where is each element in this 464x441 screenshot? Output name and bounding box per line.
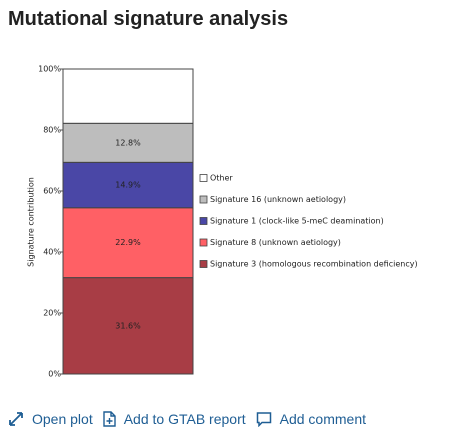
action-label: Open plot bbox=[32, 411, 93, 427]
action-bar: Open plot Add to GTAB report Add comment bbox=[8, 411, 376, 427]
add-to-report[interactable]: Add to GTAB report bbox=[103, 411, 246, 427]
legend-label: Signature 8 (unknown aetiology) bbox=[210, 238, 341, 247]
add-comment[interactable]: Add comment bbox=[256, 411, 366, 427]
action-label: Add comment bbox=[279, 411, 366, 427]
data-label: 14.9% bbox=[115, 181, 141, 190]
legend-label: Other bbox=[210, 174, 233, 183]
y-axis-label: Signature contribution bbox=[27, 177, 36, 267]
expand-icon bbox=[9, 412, 23, 426]
y-tick-label: 80% bbox=[43, 126, 61, 135]
y-tick-label: 40% bbox=[43, 248, 61, 257]
bar-segment bbox=[62, 277, 194, 375]
chart: Signature contribution 0% 20% 40% 60% 80% 100… bbox=[27, 65, 418, 379]
bar-segment bbox=[62, 207, 194, 279]
action-label: Add to GTAB report bbox=[123, 411, 246, 427]
legend-label: Signature 16 (unknown aetiology) bbox=[210, 195, 346, 204]
legend-label: Signature 1 (clock-like 5-meC deaminatio… bbox=[210, 217, 384, 226]
bar-segment bbox=[62, 68, 194, 124]
open-plot[interactable]: Open plot bbox=[8, 411, 93, 427]
y-tick-label: 100% bbox=[38, 65, 61, 74]
legend-swatch bbox=[199, 174, 208, 182]
page-title: Mutational signature analysis bbox=[8, 8, 289, 30]
y-tick-label: 20% bbox=[43, 309, 61, 318]
doc-icon bbox=[103, 411, 116, 427]
legend-swatch bbox=[199, 195, 208, 204]
y-tick-label: 60% bbox=[43, 187, 61, 196]
legend-swatch bbox=[199, 260, 208, 268]
legend-swatch bbox=[199, 217, 208, 225]
legend-swatch bbox=[199, 238, 208, 247]
legend-label: Signature 3 (homologous recombination de… bbox=[210, 260, 418, 269]
data-label: 22.9% bbox=[115, 238, 141, 247]
comment-icon bbox=[256, 412, 271, 427]
y-tick-label: 0% bbox=[48, 370, 61, 379]
data-label: 31.6% bbox=[115, 321, 141, 330]
data-label: 12.8% bbox=[115, 138, 141, 147]
